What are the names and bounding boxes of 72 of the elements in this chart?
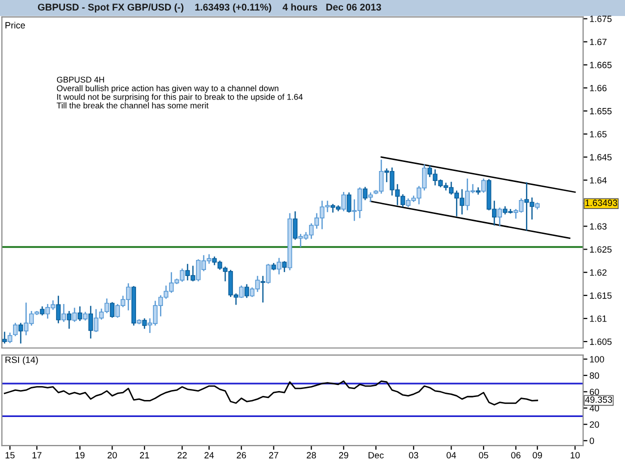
line-series [4,380,538,406]
x-tick-label: 27 [269,452,278,458]
candlestick [18,322,24,344]
candlestick [244,284,250,298]
annotation: It would not be surprising for this pair to break to the upside of 1.64 [57,94,303,102]
y-tick-label: 1.66 [590,84,607,92]
candlestick [2,332,7,344]
text: 1.63493 [586,200,618,206]
y-tick-label: 1.665 [590,62,612,68]
x-tick-label: 26 [236,452,246,458]
candlestick [239,286,244,298]
candlestick [61,304,66,322]
x-tick-label: 06 [511,452,520,458]
candlestick [276,258,282,274]
y-tick-label: 1.625 [590,246,612,253]
candlestick [341,192,346,212]
annotation: GBPUSD 4H [56,76,104,83]
y-tick-label: 1.615 [590,292,612,299]
y-tick-label: 1.605 [590,338,612,345]
x-tick-label: 03 [408,452,418,458]
y-tick-label: 1.62 [590,269,606,276]
y-tick-label: 1.645 [590,154,612,160]
y-tick-label: 20 [590,421,600,428]
y-tick-label: 1.67 [590,38,606,46]
x-tick-label: 05 [478,452,488,458]
candlestick [13,322,18,336]
x-tick-label: 24 [204,452,214,458]
candlestick [497,208,502,226]
candlestick [362,186,368,200]
annotation: Overall bullish price action has given way to a channel down [56,85,278,93]
candlestick [88,306,93,338]
candlestick [72,308,77,322]
candlestick [266,264,271,284]
candlestick [66,310,72,329]
y-tick-label: 1.65 [590,130,607,138]
candlestick [56,296,61,324]
y-tick-label: 80 [590,372,600,379]
candlestick [476,187,480,195]
x-tick-label: Dec [368,452,384,458]
annotation: Till the break the channel has some merit [56,102,209,108]
x-tick-label: 28 [306,452,316,458]
chart-title: GBPUSD - Spot FX GBP/USD (-) 1.63493 (+0.11%) 4 hours Dec 06 2013 [38,3,382,13]
y-tick-label: 0 [590,438,594,444]
x-tick-label: 04 [446,452,456,458]
x-tick-label: 21 [140,452,150,458]
y-tick-label: 1.63 [590,223,607,230]
y-tick-label: 1.655 [590,108,612,114]
candlestick [292,211,298,240]
y-tick-label: 1.64 [590,177,607,184]
candlestick [346,192,352,213]
x-tick-label: 29 [339,452,348,458]
candlestick [481,178,486,193]
y-axis-title: RSI (14) [6,356,38,365]
x-tick-label: 10 [570,452,580,458]
y-tick-label: 1.61 [590,315,607,322]
candlestick [142,318,147,329]
x-tick-label: 22 [178,452,187,458]
candlestick [282,261,287,272]
y-tick-label: 60 [590,388,600,396]
candlestick [8,332,12,344]
x-tick-label: 09 [532,452,542,458]
candlestick [260,276,266,303]
candlestick [110,302,115,318]
x-tick-label: 17 [32,452,42,458]
x-tick-label: 19 [76,452,85,458]
x-tick-label: 15 [6,452,15,458]
y-tick-label: 1.675 [590,16,612,22]
candlestick [78,306,82,321]
y-axis-title: Price [6,22,25,28]
x-tick-label: 20 [108,452,117,458]
text: 49.353 [585,396,612,403]
y-tick-label: 100 [590,356,604,362]
